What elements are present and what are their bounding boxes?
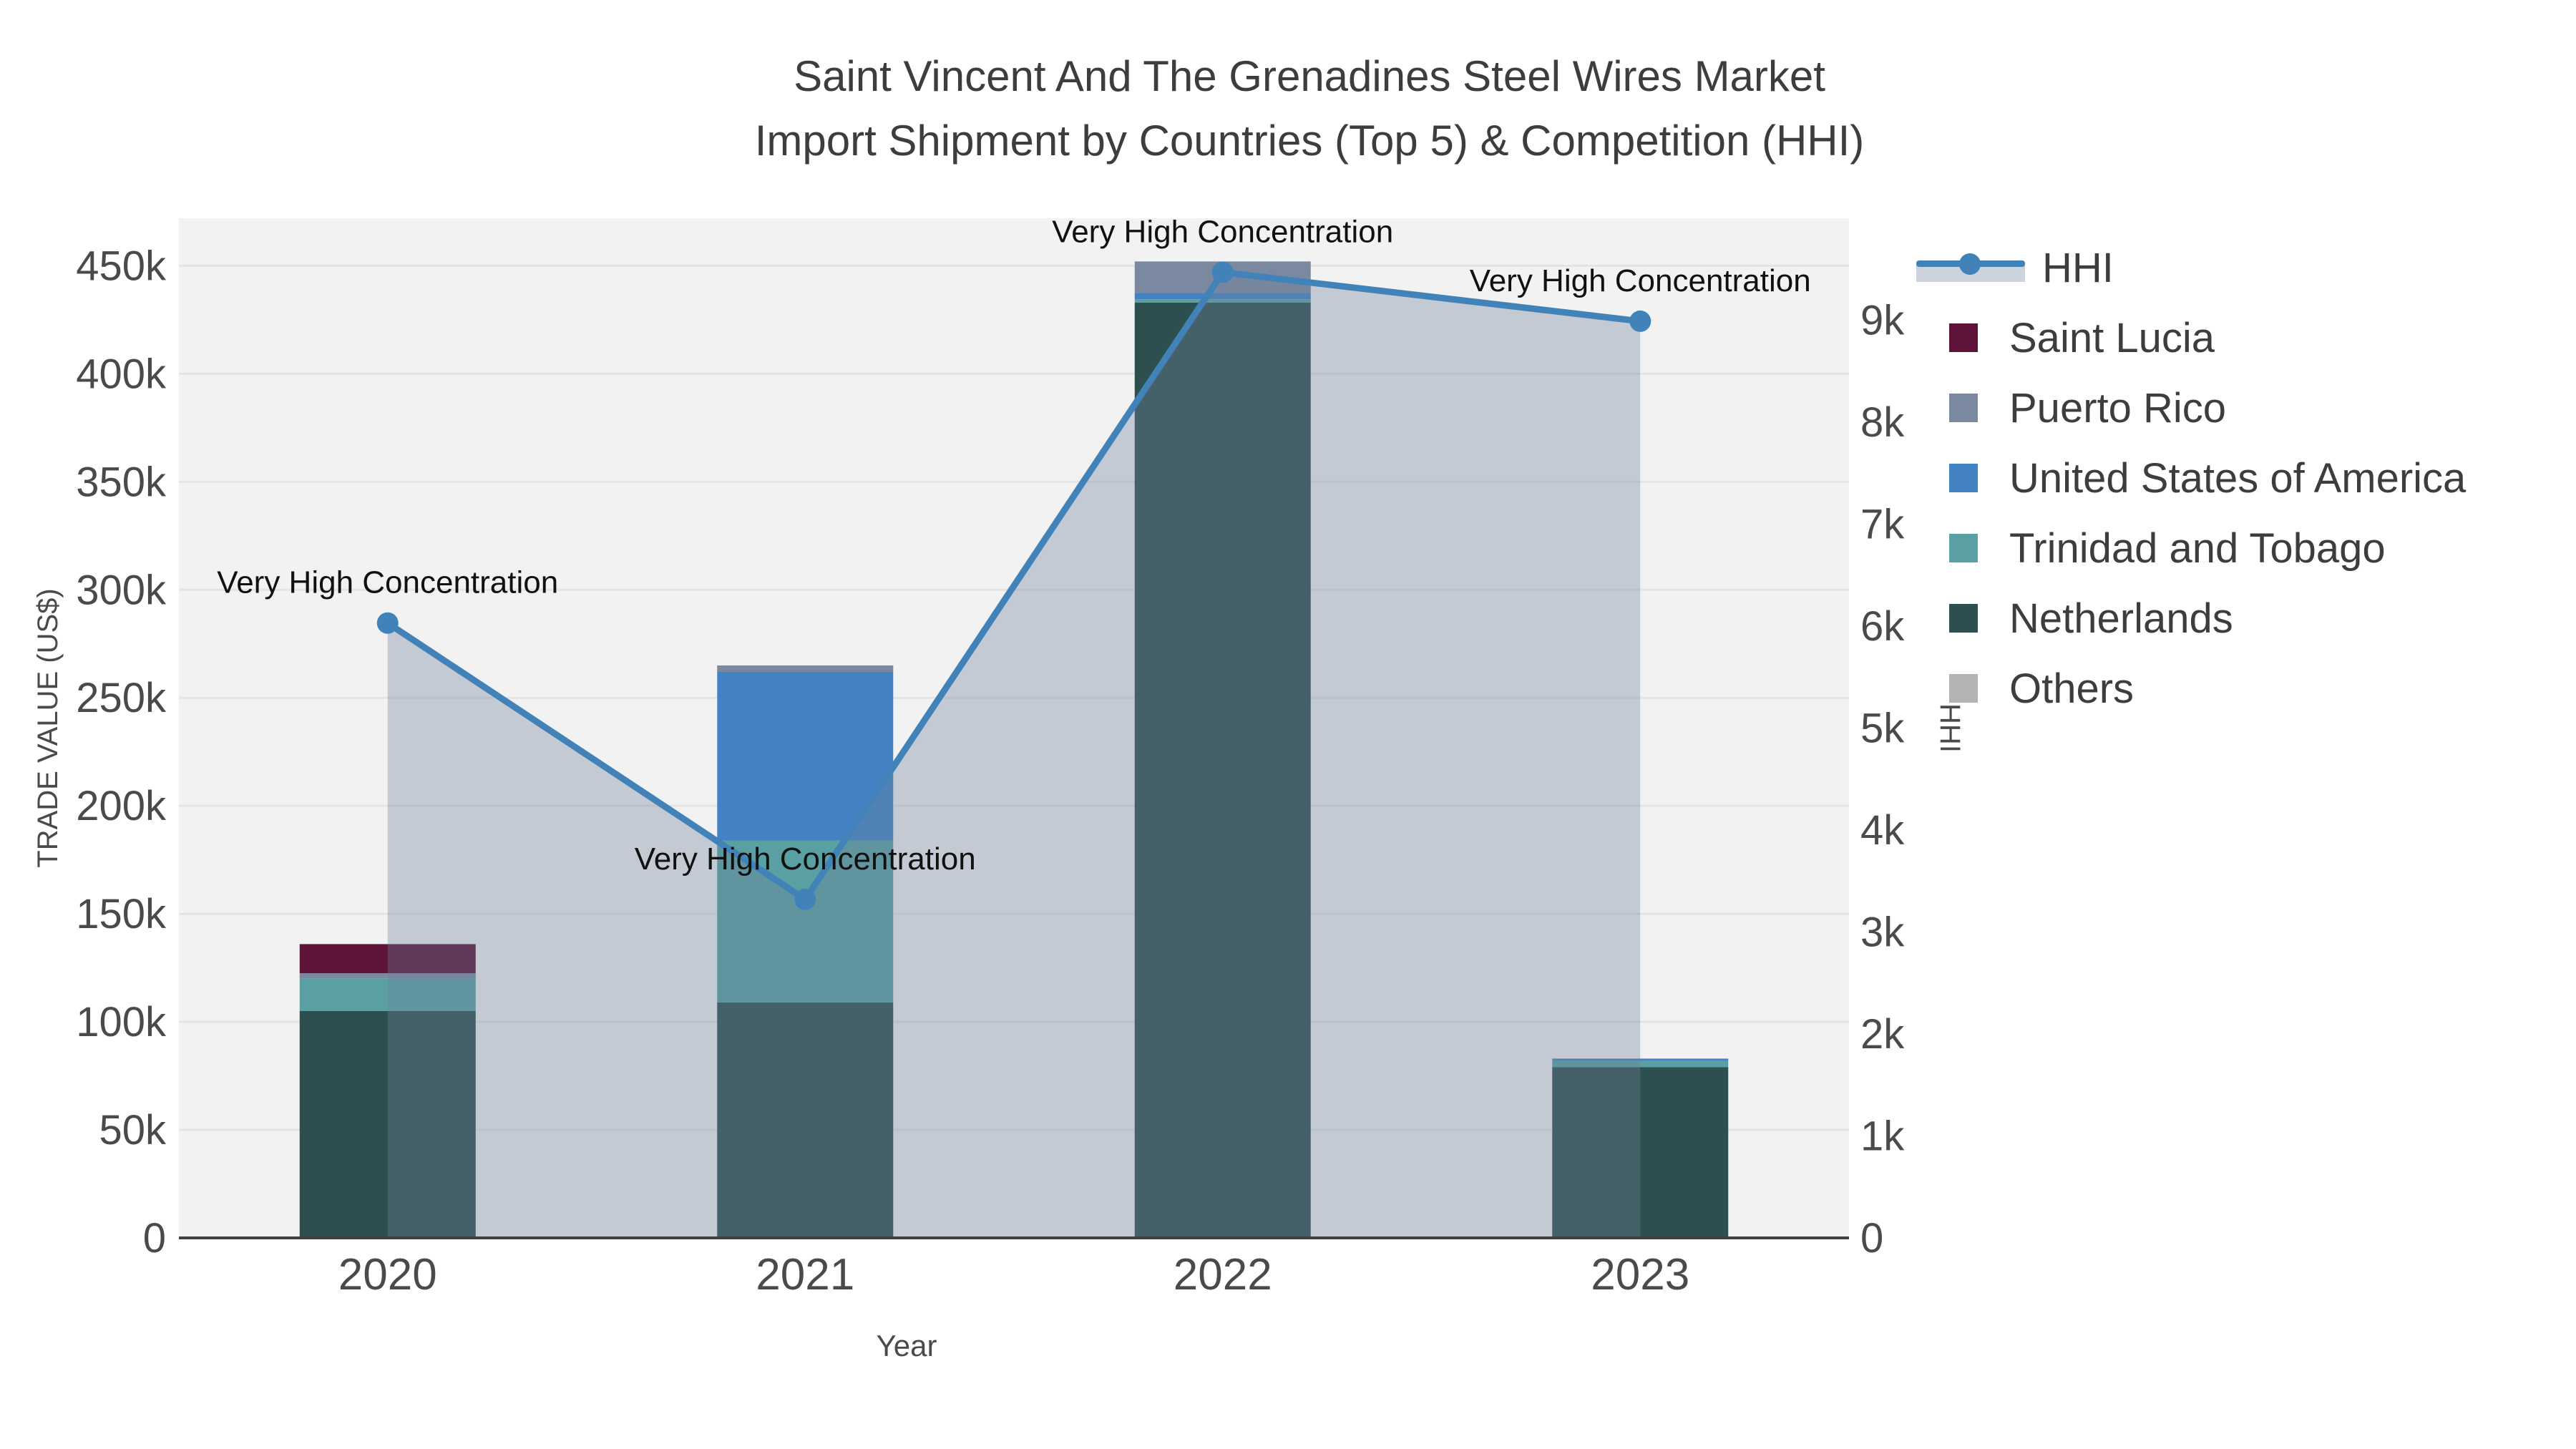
x-axis-title: Year xyxy=(877,1329,937,1362)
right-tick-5k: 5k xyxy=(1860,706,1905,752)
saint-lucia-swatch xyxy=(1949,323,1978,352)
right-tick-6k: 6k xyxy=(1860,603,1905,650)
hhi-marker-2021[interactable] xyxy=(794,888,816,910)
right-tick-3k: 3k xyxy=(1860,909,1905,956)
bar-segment-netherlands-2021[interactable] xyxy=(717,1002,894,1238)
x-tick-2023: 2023 xyxy=(1591,1250,1689,1299)
left-tick-350k: 350k xyxy=(76,459,167,505)
bar-segment-trinidad-and-tobago-2023[interactable] xyxy=(1552,1060,1729,1068)
trinidad-tobago-swatch xyxy=(1949,534,1978,562)
legend-label-usa: United States of America xyxy=(2009,454,2467,502)
right-tick-8k: 8k xyxy=(1860,399,1905,446)
netherlands-swatch xyxy=(1949,604,1978,633)
others-swatch xyxy=(1949,674,1978,703)
left-tick-400k: 400k xyxy=(76,351,167,397)
legend-item-others[interactable]: Others xyxy=(1949,653,2466,723)
annotation-2023: Very High Concentration xyxy=(1470,263,1811,298)
legend-label-saint-lucia: Saint Lucia xyxy=(2009,314,2215,361)
legend-item-saint-lucia[interactable]: Saint Lucia xyxy=(1949,303,2466,373)
chart-title-line1: Saint Vincent And The Grenadines Steel W… xyxy=(794,52,1825,100)
bar-segment-netherlands-2023[interactable] xyxy=(1552,1067,1729,1238)
left-tick-250k: 250k xyxy=(76,675,167,721)
x-tick-2020: 2020 xyxy=(338,1250,437,1299)
legend-label-hhi: HHI xyxy=(2042,244,2114,291)
bar-segment-united-states-of-america-2023[interactable] xyxy=(1552,1058,1729,1061)
left-tick-50k: 50k xyxy=(99,1107,167,1153)
bar-segment-trinidad-and-tobago-2020[interactable] xyxy=(299,978,476,1011)
hhi-marker-2023[interactable] xyxy=(1629,310,1652,332)
legend-label-netherlands: Netherlands xyxy=(2009,595,2233,642)
usa-swatch xyxy=(1949,464,1978,492)
bar-segment-puerto-rico-2021[interactable] xyxy=(717,665,894,673)
bar-segment-netherlands-2022[interactable] xyxy=(1134,302,1311,1238)
right-tick-1k: 1k xyxy=(1860,1113,1905,1160)
legend-item-trinidad-tobago[interactable]: Trinidad and Tobago xyxy=(1949,513,2466,583)
left-tick-200k: 200k xyxy=(76,783,167,829)
right-tick-4k: 4k xyxy=(1860,807,1905,854)
right-tick-9k: 9k xyxy=(1860,298,1905,344)
left-tick-100k: 100k xyxy=(76,999,167,1045)
left-tick-300k: 300k xyxy=(76,567,167,613)
left-tick-0: 0 xyxy=(143,1215,166,1262)
hhi-area-fill xyxy=(387,272,1641,1238)
bar-segment-puerto-rico-2020[interactable] xyxy=(299,973,476,979)
bar-segment-trinidad-and-tobago-2021[interactable] xyxy=(717,840,894,1002)
annotation-2020: Very High Concentration xyxy=(217,565,558,600)
puerto-rico-swatch xyxy=(1949,394,1978,422)
legend-item-hhi[interactable]: HHI xyxy=(1916,233,2466,303)
hhi-marker-2020[interactable] xyxy=(376,612,399,634)
chart-title: Saint Vincent And The Grenadines Steel W… xyxy=(723,44,1896,173)
right-tick-0: 0 xyxy=(1860,1215,1883,1262)
chart-title-line2: Import Shipment by Countries (Top 5) & C… xyxy=(754,117,1865,165)
bar-segment-saint-lucia-2020[interactable] xyxy=(299,944,476,974)
legend: HHI Saint Lucia Puerto Rico United State… xyxy=(1916,233,2466,723)
legend-label-others: Others xyxy=(2009,665,2135,712)
annotation-2021: Very High Concentration xyxy=(635,841,976,877)
hhi-marker-2022[interactable] xyxy=(1211,261,1234,283)
legend-item-netherlands[interactable]: Netherlands xyxy=(1949,583,2466,653)
x-tick-2022: 2022 xyxy=(1174,1250,1272,1299)
legend-item-usa[interactable]: United States of America xyxy=(1949,443,2466,513)
hhi-marker-glyph xyxy=(1959,253,1981,275)
left-tick-450k: 450k xyxy=(76,243,167,289)
left-axis-title: TRADE VALUE (US$) xyxy=(32,588,64,867)
legend-item-puerto-rico[interactable]: Puerto Rico xyxy=(1949,373,2466,443)
right-tick-7k: 7k xyxy=(1860,502,1905,548)
x-tick-2021: 2021 xyxy=(756,1250,854,1299)
hhi-line-swatch xyxy=(1916,252,2025,283)
right-axis-title: HHI xyxy=(1934,703,1966,753)
legend-label-puerto-rico: Puerto Rico xyxy=(2009,384,2227,431)
bar-segment-united-states-of-america-2022[interactable] xyxy=(1134,293,1311,300)
bar-segment-trinidad-and-tobago-2022[interactable] xyxy=(1134,299,1311,303)
right-tick-2k: 2k xyxy=(1860,1011,1905,1058)
hhi-line xyxy=(386,269,1641,903)
left-tick-150k: 150k xyxy=(76,891,167,937)
legend-label-trinidad-tobago: Trinidad and Tobago xyxy=(2009,525,2386,572)
annotation-2022: Very High Concentration xyxy=(1052,215,1393,250)
bar-segment-netherlands-2020[interactable] xyxy=(299,1010,476,1238)
